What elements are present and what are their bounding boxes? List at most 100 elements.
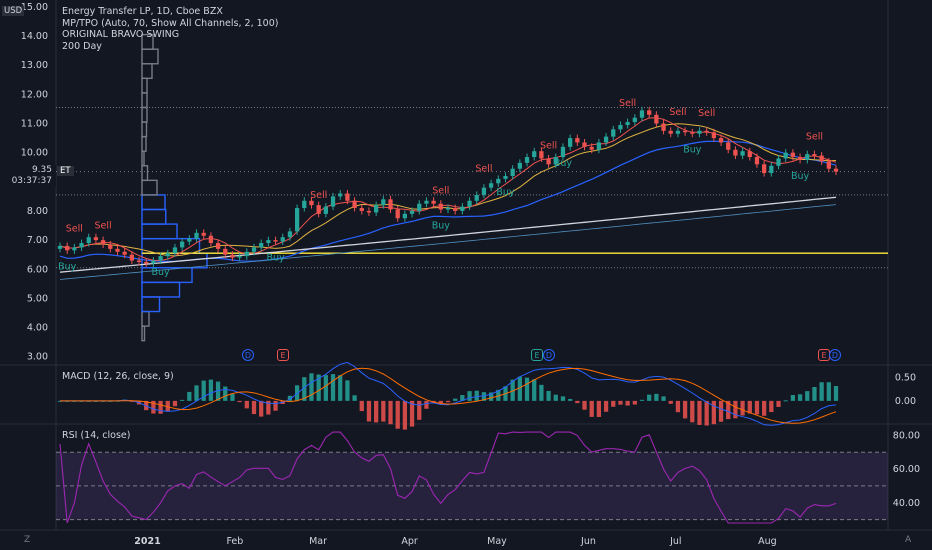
- macd-histogram-bar: [237, 400, 242, 403]
- macd-histogram-bar: [546, 390, 551, 401]
- macd-histogram-bar: [740, 400, 745, 416]
- price-tick-label: 8.00: [27, 206, 48, 217]
- time-tick-label: Jun: [580, 536, 596, 547]
- candle-body: [589, 146, 594, 150]
- candle-body: [718, 138, 724, 143]
- dividend-marker[interactable]: D: [829, 349, 841, 361]
- candlesticks[interactable]: [57, 106, 839, 267]
- dividend-marker[interactable]: D: [242, 349, 254, 361]
- candle-body: [668, 130, 673, 134]
- candle-body: [711, 132, 716, 139]
- candle-body: [632, 117, 637, 123]
- candle-body: [194, 232, 199, 239]
- candle-body: [316, 205, 321, 214]
- price-tick-label: 6.00: [27, 264, 48, 275]
- macd-histogram-bar: [532, 379, 537, 401]
- candle-body: [280, 237, 285, 242]
- candle-body: [187, 238, 192, 242]
- dividend-marker[interactable]: D: [543, 349, 555, 361]
- candle-body: [330, 196, 336, 207]
- macd-histogram-bar: [230, 393, 235, 401]
- macd-histogram-bar: [797, 394, 803, 401]
- volume-profile-bar: [141, 165, 149, 182]
- macd-histogram-bar: [769, 400, 774, 413]
- candle-body: [762, 164, 767, 174]
- candle-body: [93, 237, 99, 241]
- candle-body: [72, 247, 77, 251]
- buy-signal-label: Buy: [58, 261, 77, 272]
- timezone-toggle-icon[interactable]: Z: [24, 535, 31, 545]
- auto-scale-button[interactable]: A: [905, 535, 912, 545]
- candle-body: [797, 157, 803, 160]
- candle-body: [704, 130, 709, 133]
- symbol-title[interactable]: Energy Transfer LP, 1D, Cboe BZX: [62, 6, 223, 17]
- macd-histogram-bar: [582, 400, 587, 410]
- candle-body: [86, 237, 91, 244]
- legend: Energy Transfer LP, 1D, Cboe BZX MP/TPO …: [62, 6, 278, 52]
- macd-histogram-bar: [474, 390, 479, 401]
- sell-signal-label: Sell: [540, 140, 557, 151]
- macd-histogram-bar: [733, 400, 738, 419]
- candle-body: [661, 123, 666, 131]
- candle-body: [639, 110, 645, 118]
- candle-body: [287, 231, 293, 238]
- price-tick-label: 13.00: [21, 60, 48, 71]
- price-axis[interactable]: 3.00 4.00 5.00 6.00 7.00 8.00 10.00 11.00 12.00 1…: [21, 2, 48, 363]
- time-axis[interactable]: 2021 Feb Mar Apr May Jun Jul Aug: [134, 536, 776, 547]
- macd-histogram-bar: [618, 400, 623, 405]
- candle-body: [532, 151, 537, 158]
- macd-pane[interactable]: 0.50 0.00: [57, 361, 916, 430]
- macd-histogram-bar: [244, 400, 249, 409]
- earnings-marker[interactable]: E: [531, 349, 543, 361]
- candle-body: [575, 138, 580, 143]
- macd-histogram-bar: [194, 385, 199, 401]
- sell-signal-label: Sell: [66, 223, 83, 234]
- indicator-bravo-swing[interactable]: ORIGINAL BRAVO SWING: [62, 29, 180, 40]
- candle-body: [215, 243, 221, 249]
- price-tick-label: 14.00: [21, 31, 48, 42]
- macd-histogram-bar: [611, 400, 616, 407]
- indicator-mp-tpo[interactable]: MP/TPO (Auto, 70, Show All Channels, 2, …: [62, 17, 279, 29]
- macd-histogram-bar: [180, 399, 185, 401]
- candle-body: [560, 146, 566, 158]
- candle-body: [57, 245, 63, 249]
- candle-body: [158, 256, 163, 261]
- time-tick-label: Mar: [309, 536, 327, 547]
- candle-body: [524, 157, 530, 163]
- candle-body: [100, 240, 106, 245]
- macd-histogram-bar: [790, 395, 796, 401]
- macd-histogram-bar: [711, 400, 716, 425]
- candle-body: [402, 213, 408, 219]
- rsi-title[interactable]: RSI (14, close): [62, 430, 131, 441]
- macd-histogram-bar: [639, 399, 645, 401]
- time-tick-label: Apr: [401, 536, 418, 547]
- macd-histogram-bar: [266, 400, 271, 415]
- buy-signal-label: Buy: [496, 187, 515, 198]
- macd-histogram-bar: [553, 394, 558, 401]
- macd-line: [60, 361, 837, 426]
- macd-histogram-bar: [661, 396, 666, 401]
- macd-histogram-bar: [201, 380, 206, 401]
- candle-body: [618, 124, 623, 130]
- candle-body: [568, 138, 573, 147]
- macd-histogram-bar: [359, 400, 364, 412]
- candle-body: [259, 243, 264, 248]
- macd-histogram-bar: [352, 395, 357, 401]
- candle-body: [690, 132, 695, 134]
- candle-body: [625, 122, 630, 125]
- indicator-200-day[interactable]: 200 Day: [62, 40, 102, 52]
- candle-body: [453, 208, 458, 211]
- candle-body: [783, 152, 788, 159]
- sell-signal-label: Sell: [432, 185, 449, 196]
- rsi-pane[interactable]: 80.00 60.00 40.00: [56, 430, 920, 524]
- macd-title[interactable]: MACD (12, 26, close, 9): [62, 371, 174, 382]
- candle-body: [65, 245, 70, 251]
- macd-histogram-bar: [438, 400, 443, 404]
- earnings-marker[interactable]: E: [277, 349, 289, 361]
- macd-histogram-bar: [596, 400, 602, 417]
- candle-body: [273, 240, 278, 242]
- time-tick-label: Aug: [758, 536, 777, 547]
- candle-body: [352, 200, 357, 209]
- macd-histogram-bar: [287, 395, 293, 401]
